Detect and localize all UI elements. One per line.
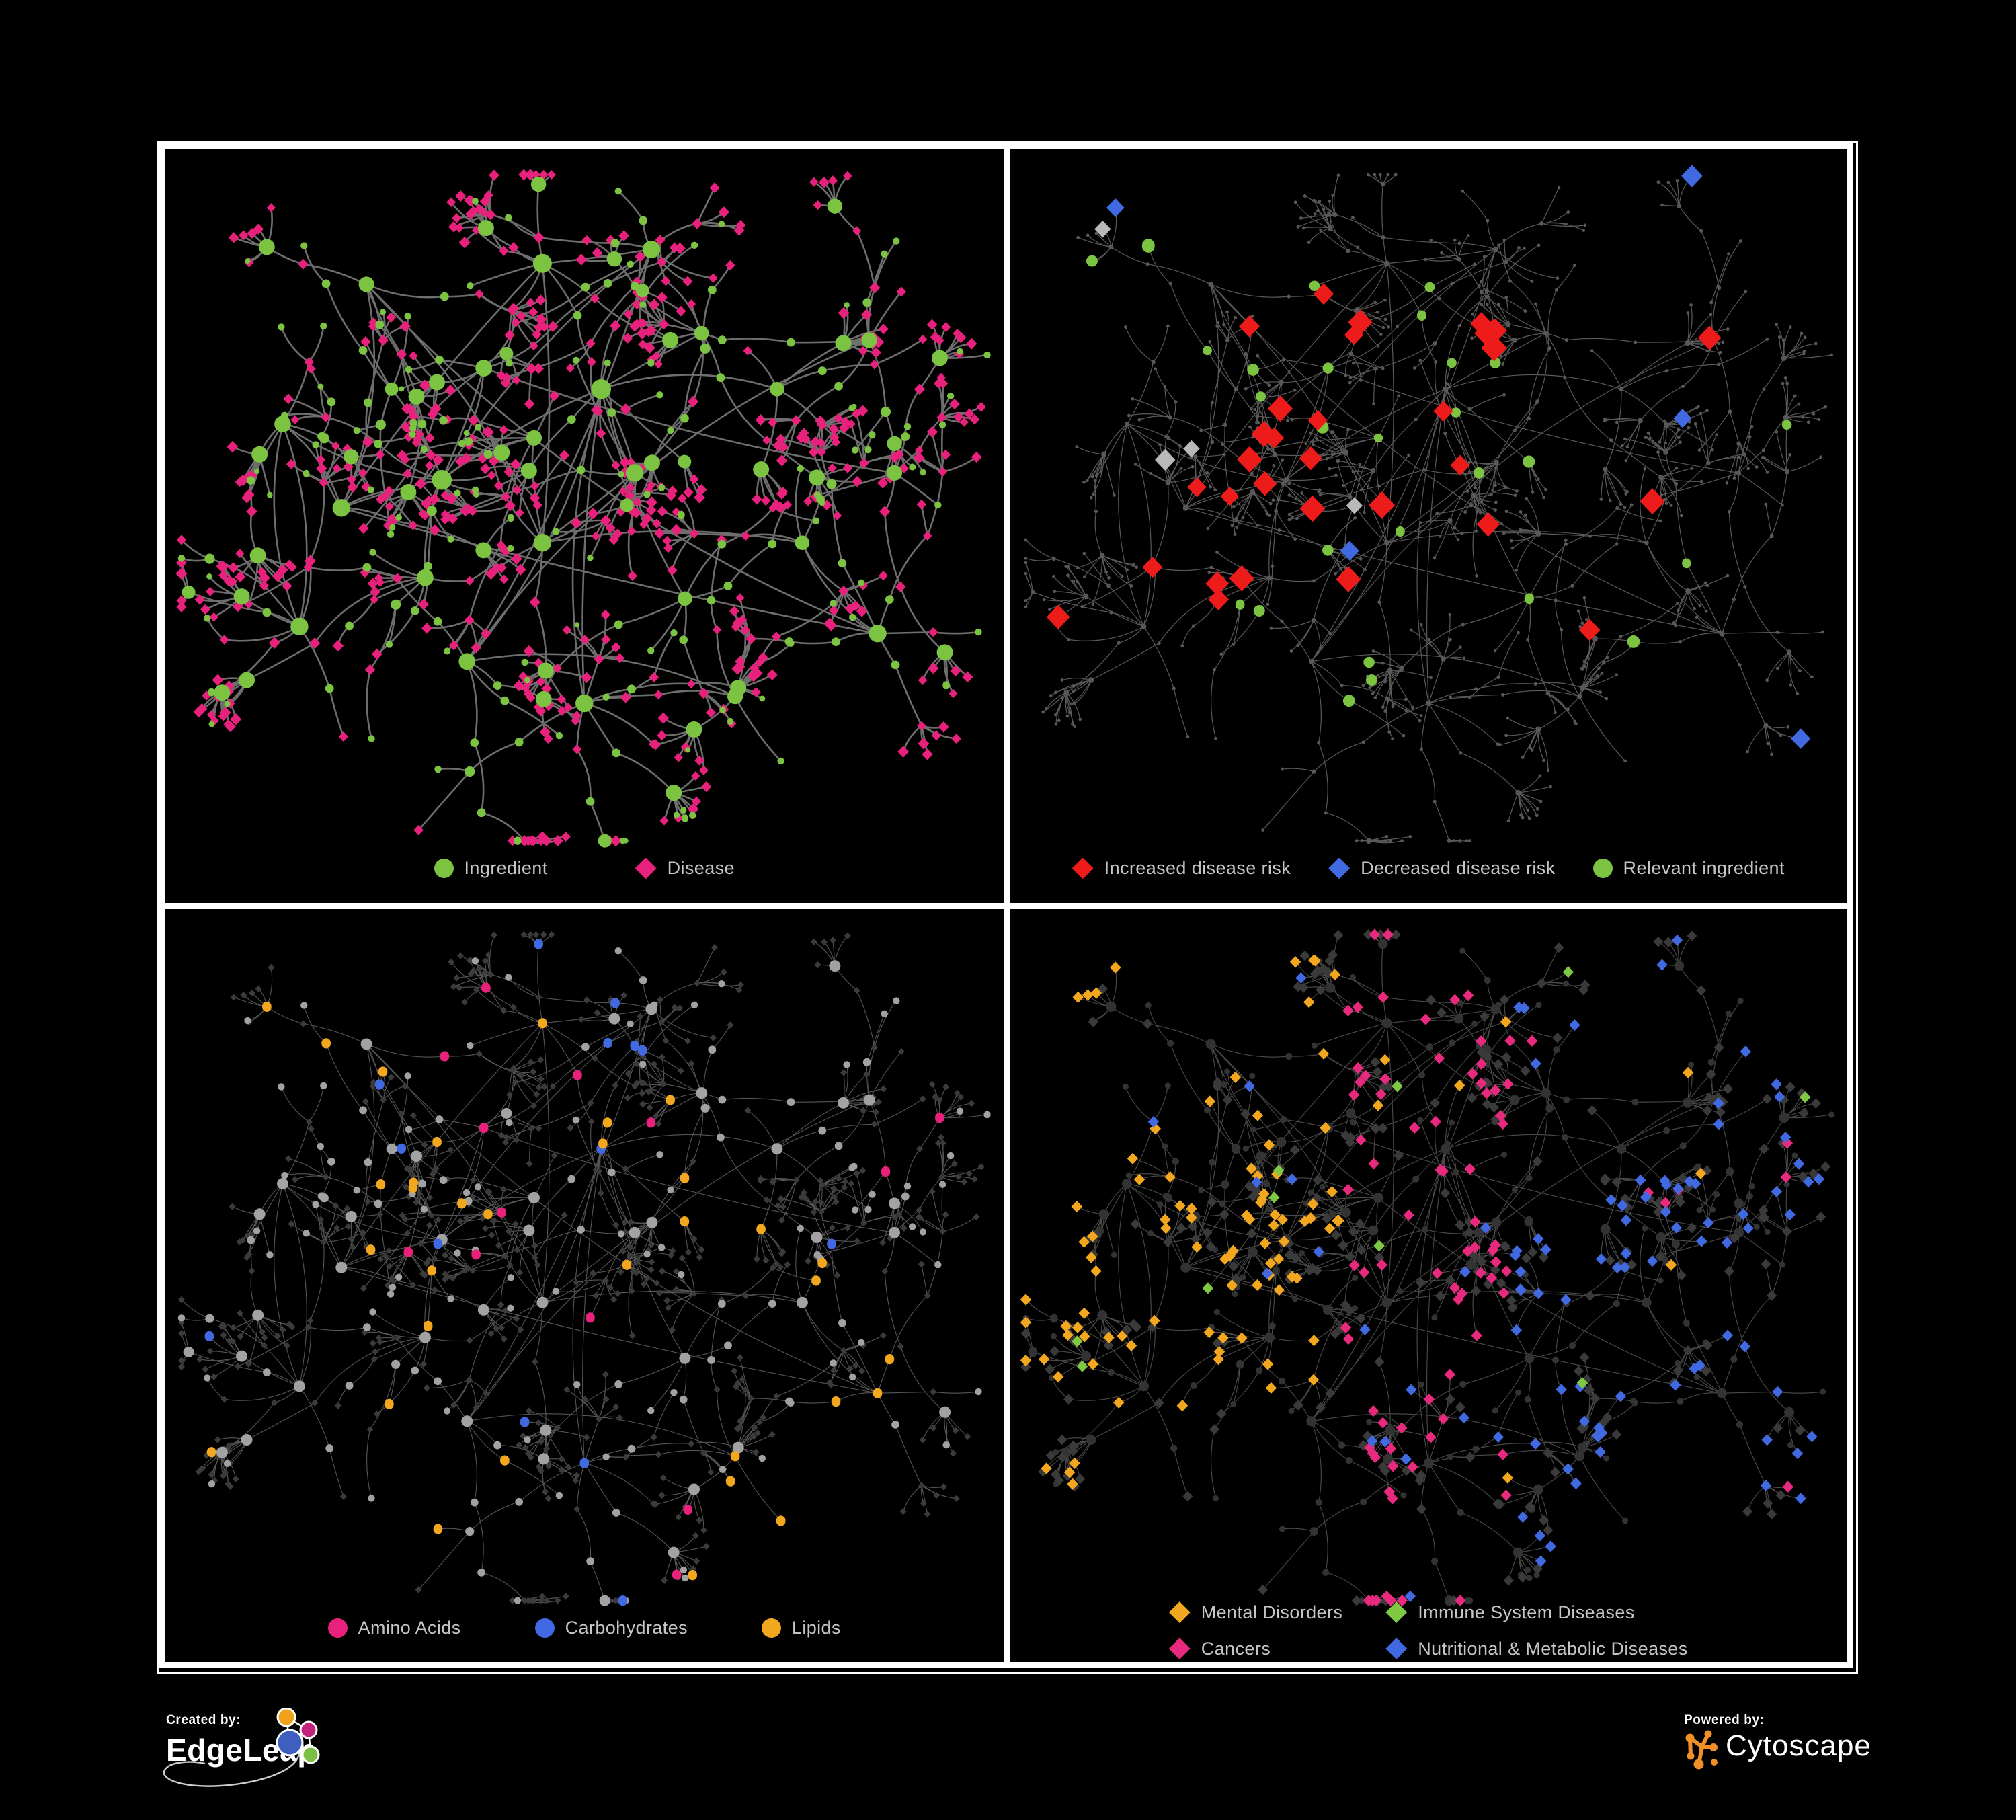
- edgeleap-logo-nodes: [276, 1708, 320, 1764]
- amino-acids-marker-icon: [327, 1618, 348, 1638]
- legend-item-amino-acids: Amino Acids: [327, 1618, 461, 1638]
- legend-item-cancers: Cancers: [1168, 1638, 1342, 1659]
- mental-disorders-marker-icon: [1168, 1601, 1191, 1623]
- ingredient-marker-icon: [434, 859, 454, 878]
- decreased-risk-marker-icon: [1328, 857, 1350, 879]
- legend-label: Amino Acids: [358, 1618, 461, 1638]
- legend-ingredient-disease: Ingredient Disease: [165, 857, 1004, 879]
- cytoscape-icon-nodes: [1685, 1730, 1718, 1770]
- carbohydrates-marker-icon: [534, 1618, 555, 1638]
- figure-frame: [157, 141, 1858, 1674]
- panel-macronutrients: Amino Acids Carbohydrates Lipids: [165, 908, 1004, 1662]
- legend-item-lipids: Lipids: [761, 1618, 841, 1638]
- legend-item-carbohydrates: Carbohydrates: [534, 1618, 688, 1638]
- cytoscape-credit: Powered by: Cytoscape: [1684, 1713, 1966, 1794]
- powered-by-label: Powered by:: [1684, 1713, 1765, 1727]
- legend-item-relevant-ingredient: Relevant ingredient: [1592, 858, 1785, 879]
- network-graph-disease-categories: [1020, 928, 1834, 1606]
- legend-label: Ingredient: [464, 858, 548, 878]
- legend-label: Disease: [667, 858, 735, 878]
- panel-ingredient-disease: Ingredient Disease: [165, 149, 1004, 903]
- panel-disease-risk: Increased disease risk Decreased disease…: [1009, 149, 1848, 903]
- legend-disease-categories: Mental Disorders Immune System Diseases …: [1168, 1601, 1688, 1659]
- cancers-marker-icon: [1168, 1638, 1191, 1659]
- created-by-label: Created by:: [166, 1713, 241, 1727]
- legend-disease-risk: Increased disease risk Decreased disease…: [1010, 857, 1848, 879]
- panel-grid: Ingredient Disease Increased disease ris…: [159, 143, 1853, 1668]
- nutritional-metabolic-marker-icon: [1385, 1638, 1408, 1659]
- legend-item-nutritional-metabolic: Nutritional & Metabolic Diseases: [1385, 1638, 1687, 1659]
- increased-risk-marker-icon: [1072, 857, 1094, 879]
- legend-macronutrients: Amino Acids Carbohydrates Lipids: [165, 1618, 1004, 1638]
- legend-label: Lipids: [791, 1618, 841, 1638]
- legend-label: Increased disease risk: [1104, 858, 1291, 878]
- relevant-ingredient-marker-icon: [1592, 859, 1613, 878]
- legend-label: Immune System Diseases: [1418, 1601, 1635, 1622]
- network-graph-ingredient-disease: [175, 169, 991, 848]
- legend-item-increased-risk: Increased disease risk: [1072, 857, 1291, 879]
- legend-item-decreased-risk: Decreased disease risk: [1328, 857, 1556, 879]
- legend-label: Cancers: [1201, 1638, 1271, 1659]
- legend-label: Mental Disorders: [1201, 1601, 1343, 1622]
- network-graph-disease-risk: [1024, 165, 1833, 844]
- edgeleap-logo-icon: [276, 1708, 320, 1764]
- legend-item-mental-disorders: Mental Disorders: [1168, 1601, 1343, 1623]
- lipids-marker-icon: [761, 1618, 781, 1638]
- legend-label: Carbohydrates: [565, 1618, 688, 1638]
- legend-item-disease: Disease: [635, 857, 735, 879]
- cytoscape-logo-icon: [1685, 1730, 1718, 1770]
- disease-marker-icon: [635, 857, 657, 879]
- legend-item-immune-diseases: Immune System Diseases: [1385, 1601, 1687, 1623]
- panel-disease-categories: Mental Disorders Immune System Diseases …: [1009, 908, 1847, 1662]
- immune-diseases-marker-icon: [1385, 1601, 1408, 1623]
- network-graph-macronutrients: [177, 931, 991, 1606]
- legend-label: Decreased disease risk: [1361, 858, 1556, 878]
- legend-item-ingredient: Ingredient: [434, 858, 548, 879]
- cytoscape-brand: Cytoscape: [1726, 1729, 1871, 1762]
- edgeleap-credit: Created by: EdgeLeap: [163, 1708, 516, 1807]
- legend-label: Nutritional & Metabolic Diseases: [1418, 1638, 1688, 1659]
- legend-label: Relevant ingredient: [1623, 858, 1785, 878]
